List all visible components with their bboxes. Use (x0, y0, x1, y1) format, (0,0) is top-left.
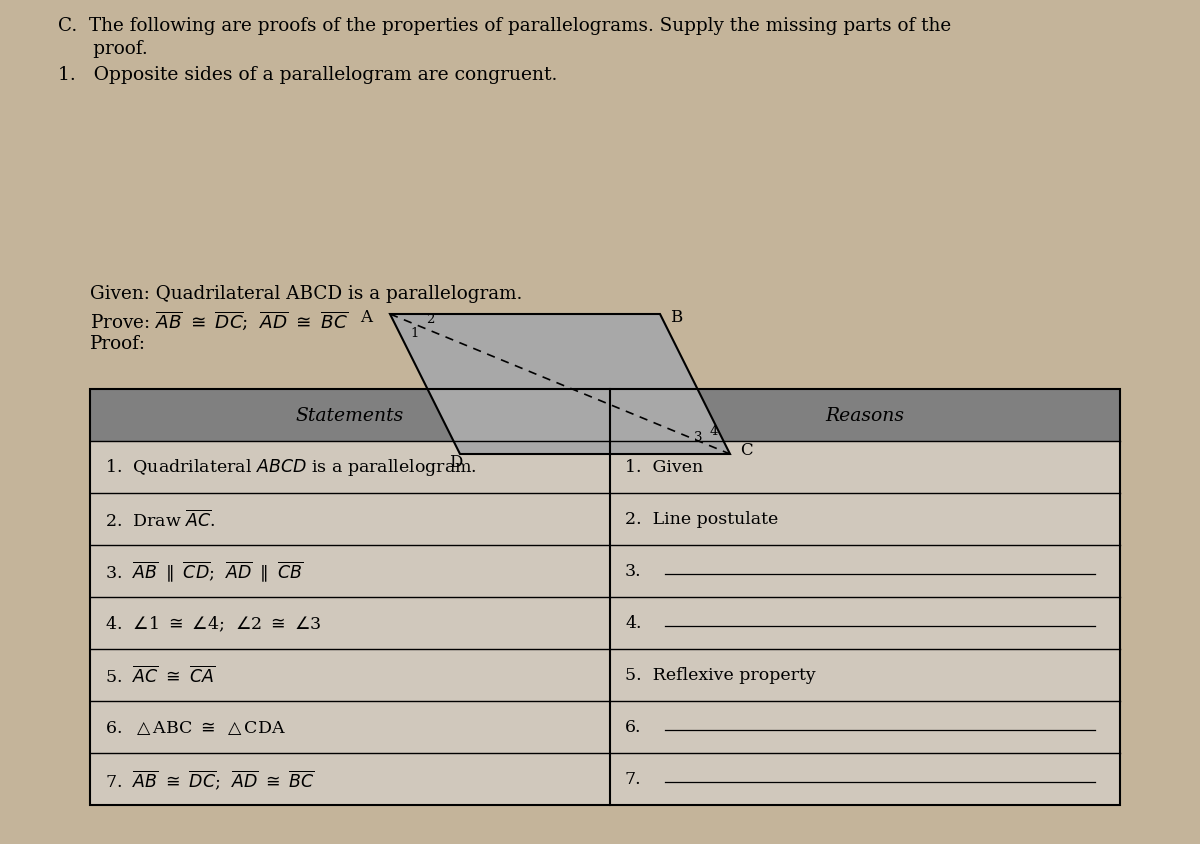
Text: 5.  $\overline{AC}$ $\cong$ $\overline{CA}$: 5. $\overline{AC}$ $\cong$ $\overline{CA… (106, 664, 215, 686)
Bar (90, 390, 1120, 805)
Bar (90, 649, 1120, 701)
Text: 4.: 4. (625, 614, 642, 632)
Polygon shape (390, 315, 730, 454)
Text: 2: 2 (426, 312, 434, 326)
Text: 1: 1 (410, 327, 419, 339)
Text: proof.: proof. (58, 40, 148, 58)
Bar (90, 390, 1120, 441)
Text: Statements: Statements (296, 407, 404, 425)
Text: 3.  $\overline{AB}$ $\parallel$ $\overline{CD}$;  $\overline{AD}$ $\parallel$ $\: 3. $\overline{AB}$ $\parallel$ $\overlin… (106, 559, 304, 584)
Bar (90, 701, 1120, 753)
Text: 4.  $\angle$1 $\cong$ $\angle$4;  $\angle$2 $\cong$ $\angle$3: 4. $\angle$1 $\cong$ $\angle$4; $\angle$… (106, 614, 322, 633)
Text: 2.  Line postulate: 2. Line postulate (625, 511, 779, 528)
Bar (90, 753, 1120, 805)
Text: C: C (740, 441, 752, 458)
Text: 3: 3 (694, 430, 702, 443)
Text: 7.  $\overline{AB}$ $\cong$ $\overline{DC}$;  $\overline{AD}$ $\cong$ $\overline: 7. $\overline{AB}$ $\cong$ $\overline{DC… (106, 767, 314, 791)
Text: 4: 4 (710, 425, 719, 437)
Text: D: D (449, 453, 463, 470)
Text: 2.  Draw $\overline{AC}$.: 2. Draw $\overline{AC}$. (106, 509, 216, 530)
Bar (90, 545, 1120, 598)
Bar (90, 441, 1120, 494)
Text: 1.  Quadrilateral $ABCD$ is a parallelogram.: 1. Quadrilateral $ABCD$ is a parallelogr… (106, 457, 476, 478)
Text: 7.: 7. (625, 771, 642, 787)
Text: Reasons: Reasons (826, 407, 905, 425)
Text: Given: Quadrilateral ABCD is a parallelogram.: Given: Quadrilateral ABCD is a parallelo… (90, 284, 522, 303)
Text: 3.: 3. (625, 563, 642, 580)
Bar (90, 598, 1120, 649)
Text: 5.  Reflexive property: 5. Reflexive property (625, 667, 816, 684)
Text: C.  The following are proofs of the properties of parallelograms. Supply the mis: C. The following are proofs of the prope… (58, 17, 952, 35)
Text: 6.: 6. (625, 718, 642, 736)
Text: 1.  Given: 1. Given (625, 459, 703, 476)
Bar (90, 494, 1120, 545)
Text: 1.   Opposite sides of a parallelogram are congruent.: 1. Opposite sides of a parallelogram are… (58, 66, 557, 84)
Text: Proof:: Proof: (90, 334, 146, 353)
Text: A: A (360, 309, 372, 326)
Text: B: B (670, 309, 683, 326)
Text: 6.  $\triangle$ABC $\cong$ $\triangle$CDA: 6. $\triangle$ABC $\cong$ $\triangle$CDA (106, 718, 286, 736)
Text: Prove: $\overline{AB}$ $\cong$ $\overline{DC}$;  $\overline{AD}$ $\cong$ $\overl: Prove: $\overline{AB}$ $\cong$ $\overlin… (90, 309, 348, 332)
